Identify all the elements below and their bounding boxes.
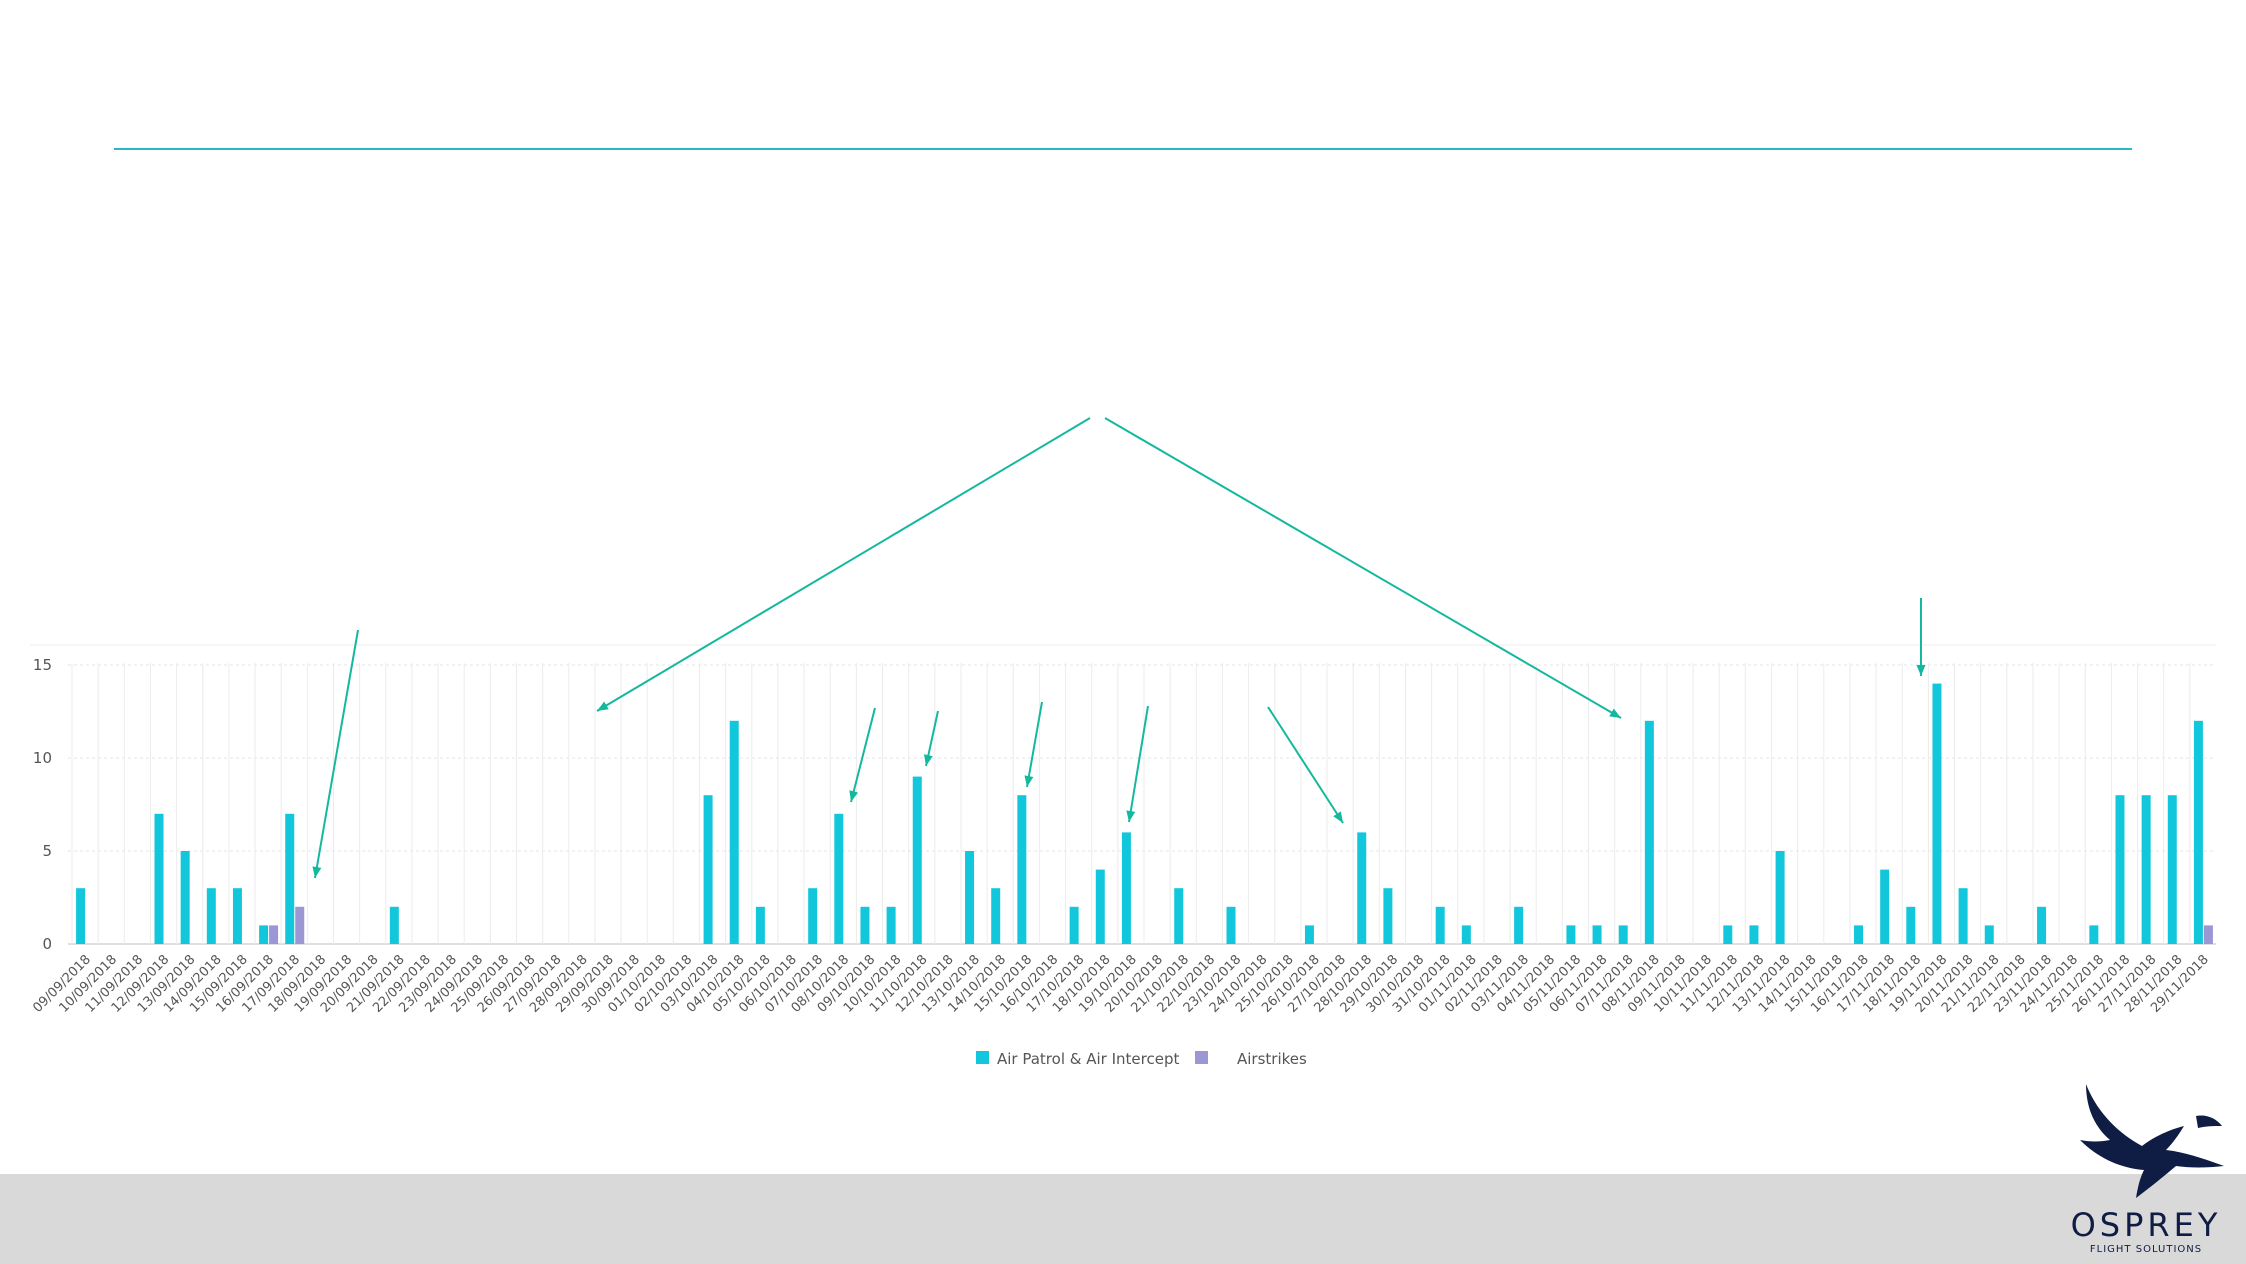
y-axis-ticks: 0 5 10 15 <box>33 656 52 953</box>
bar-air-patrol <box>1069 906 1079 944</box>
annotation-arrows <box>312 417 1926 879</box>
annotation-arrow-line <box>1128 705 1149 823</box>
bar-air-patrol <box>2141 795 2151 944</box>
bar-air-patrol <box>232 888 242 944</box>
bar-air-patrol <box>1435 906 1445 944</box>
chart-gridlines <box>30 644 2216 945</box>
bar-air-patrol <box>1566 925 1576 944</box>
bar-air-patrol <box>2089 925 2099 944</box>
annotation-arrow-line <box>1026 701 1043 788</box>
annotation-arrow-head <box>1916 665 1926 676</box>
bar-airstrikes <box>269 925 279 944</box>
bar-air-patrol <box>1121 832 1131 944</box>
logo-tagline: FLIGHT SOLUTIONS <box>2089 1244 2203 1255</box>
bar-air-patrol <box>76 888 86 944</box>
annotation-arrow-head <box>1024 775 1034 787</box>
annotation-arrow-head <box>1126 810 1136 822</box>
bar-airstrikes <box>295 906 305 944</box>
y-tick-label: 15 <box>33 656 52 674</box>
bar-air-patrol <box>1383 888 1393 944</box>
annotation-arrow-line <box>1104 417 1622 719</box>
bar-air-patrol <box>2167 795 2177 944</box>
osprey-bird-icon <box>2080 1084 2224 1198</box>
annotation-arrow-line <box>596 417 1091 712</box>
bar-air-patrol <box>755 906 765 944</box>
legend-swatch-air-patrol <box>976 1051 989 1064</box>
bar-air-patrol <box>886 906 896 944</box>
bar-air-patrol <box>965 851 975 944</box>
bar-air-patrol <box>1017 795 1027 944</box>
legend-label-air-patrol[interactable]: Air Patrol & Air Intercept <box>997 1050 1179 1068</box>
bar-air-patrol <box>1095 869 1105 944</box>
bar-air-patrol <box>1880 869 1890 944</box>
bar-airstrikes <box>2203 925 2213 944</box>
bar-air-patrol <box>1906 906 1916 944</box>
bar-air-patrol <box>154 813 164 944</box>
legend-swatch-airstrikes <box>1195 1051 1208 1064</box>
annotation-arrow-head <box>312 866 322 878</box>
bar-air-patrol <box>729 720 739 944</box>
annotation-arrow-head <box>1333 811 1343 823</box>
bar-air-patrol <box>2193 720 2203 944</box>
bar-air-patrol <box>1174 888 1184 944</box>
bar-air-patrol <box>285 813 295 944</box>
bar-air-patrol <box>389 906 399 944</box>
bar-air-patrol <box>1723 925 1733 944</box>
bar-air-patrol <box>1514 906 1524 944</box>
y-tick-label: 10 <box>33 749 52 767</box>
bar-air-patrol <box>2115 795 2125 944</box>
bar-air-patrol <box>1854 925 1864 944</box>
bar-air-patrol <box>206 888 216 944</box>
chart-bars <box>76 683 2213 944</box>
bar-air-patrol <box>991 888 1001 944</box>
chart-legend: Air Patrol & Air Intercept Airstrikes <box>976 1050 1307 1068</box>
annotation-arrow-head <box>849 790 859 802</box>
annotation-arrow-head <box>1609 708 1621 718</box>
bar-air-patrol <box>259 925 269 944</box>
bar-air-patrol <box>2037 906 2047 944</box>
annotation-arrow-line <box>1267 706 1344 824</box>
bar-air-patrol <box>860 906 870 944</box>
bar-air-patrol <box>834 813 844 944</box>
bar-air-patrol <box>808 888 818 944</box>
bar-air-patrol <box>1932 683 1942 944</box>
annotation-arrow-head <box>597 701 609 711</box>
bar-air-patrol <box>1304 925 1314 944</box>
title-divider-line <box>114 148 2132 150</box>
bar-air-patrol <box>1958 888 1968 944</box>
bar-air-patrol <box>180 851 190 944</box>
logo-brand-name: OSPREY <box>2070 1206 2222 1244</box>
bar-air-patrol <box>1592 925 1602 944</box>
y-tick-label: 0 <box>42 935 52 953</box>
bar-air-patrol <box>1226 906 1236 944</box>
annotation-arrow-head <box>923 754 933 766</box>
x-axis-ticks: 09/09/201810/09/201811/09/201812/09/2018… <box>30 952 2211 1016</box>
bar-air-patrol <box>703 795 713 944</box>
legend-label-airstrikes[interactable]: Airstrikes <box>1237 1050 1307 1068</box>
bar-air-patrol <box>1618 925 1628 944</box>
annotation-arrow-line <box>850 707 876 803</box>
bar-air-patrol <box>912 776 922 944</box>
bar-air-patrol <box>1984 925 1994 944</box>
footer-band <box>0 1174 2246 1264</box>
bar-air-patrol <box>1644 720 1654 944</box>
bar-air-patrol <box>1461 925 1471 944</box>
osprey-logo: OSPREY FLIGHT SOLUTIONS <box>2056 1080 2236 1264</box>
bar-air-patrol <box>1775 851 1785 944</box>
y-tick-label: 5 <box>42 842 52 860</box>
bar-air-patrol <box>1749 925 1759 944</box>
bar-air-patrol <box>1357 832 1367 944</box>
annotation-arrow-line <box>314 629 359 879</box>
